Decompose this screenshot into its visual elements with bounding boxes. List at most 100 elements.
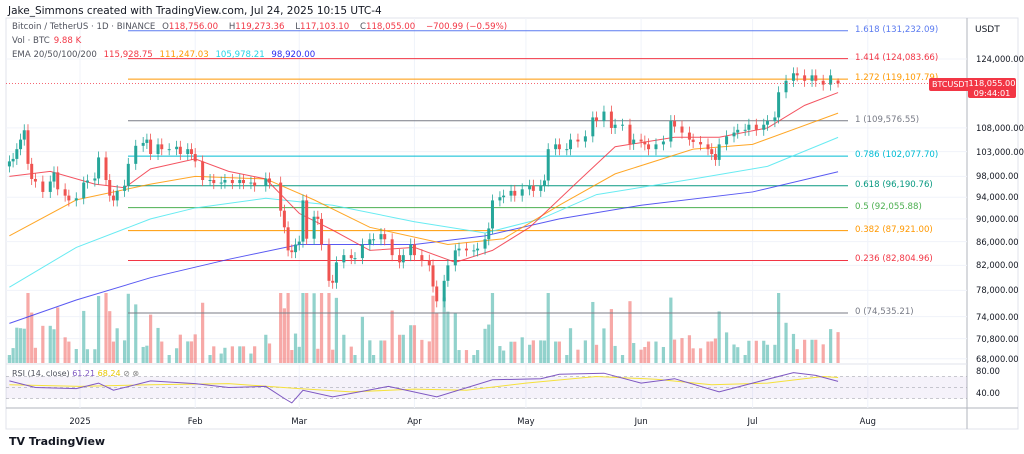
change-value: −700.99 (−0.59%): [425, 22, 508, 32]
volume-bar: [736, 347, 740, 363]
tv-logo-icon: 𝗧𝗩: [9, 435, 29, 448]
candle-body: [212, 179, 216, 184]
hide-icon[interactable]: ⊘ ⊗: [123, 369, 140, 378]
volume-bar: [368, 340, 372, 363]
candle-body: [754, 124, 758, 130]
rsi-legend[interactable]: RSI (14, close) 61.21 68.24 ⊘ ⊗: [12, 369, 139, 378]
candle-body: [810, 75, 814, 81]
candle-body: [398, 255, 402, 263]
candle-body: [390, 239, 394, 256]
volume-bar: [669, 297, 673, 363]
volume-bar: [15, 327, 19, 363]
volume-bar: [145, 345, 149, 363]
candle-body: [791, 73, 795, 81]
volume-bar: [435, 313, 439, 363]
price-tick-label: 78,000.00: [976, 285, 1019, 296]
volume-bar: [33, 347, 38, 363]
candle-body: [349, 255, 353, 259]
volume-bar: [762, 340, 766, 363]
price-tick-label: 98,000.00: [976, 171, 1019, 182]
volume-bar: [442, 297, 446, 363]
candle-body: [673, 121, 677, 127]
candle-body: [583, 136, 587, 142]
volume-bar: [178, 334, 182, 363]
volume-bar: [591, 301, 595, 363]
currency-label[interactable]: USDT: [975, 25, 1000, 35]
volume-bar: [93, 349, 97, 363]
candle-body: [565, 149, 569, 151]
candle-body: [268, 178, 272, 183]
candle-body: [457, 248, 461, 251]
candle-body: [379, 234, 383, 240]
candle-body: [464, 248, 468, 251]
candle-body: [85, 180, 89, 183]
candle-body: [331, 280, 335, 283]
volume-bar: [821, 344, 825, 363]
volume-bar: [609, 309, 613, 363]
candle-body: [104, 157, 108, 180]
rsi-value: 61.21: [72, 369, 96, 378]
volume-bar: [698, 348, 703, 363]
candle-body: [223, 179, 227, 183]
candle-body: [602, 111, 606, 122]
volume-bar: [111, 341, 116, 363]
volume-bar: [305, 293, 309, 363]
time-tick-label: Jul: [747, 416, 758, 426]
volume-bar: [22, 328, 26, 363]
volume-bar: [82, 310, 86, 363]
candle-body: [803, 75, 807, 81]
candle-body: [145, 139, 149, 143]
volume-bar: [420, 339, 424, 363]
volume-bar: [687, 335, 692, 363]
ema50-line: [9, 112, 839, 246]
volume-bar: [56, 307, 60, 363]
candle-body: [312, 216, 316, 239]
candle-body: [167, 149, 171, 151]
fib-label: 1.618 (131,232.09): [855, 24, 939, 35]
volume-bar: [342, 334, 346, 363]
volume-bar: [149, 314, 153, 363]
candle-body: [632, 139, 636, 144]
volume-bar: [632, 343, 636, 363]
price-tick-label: 86,000.00: [976, 236, 1019, 247]
volume-bar: [353, 355, 357, 363]
candle-body: [334, 262, 338, 283]
volume-bar: [628, 301, 632, 363]
candle-body: [383, 234, 387, 240]
volume-bar: [360, 316, 365, 363]
candle-body: [509, 190, 513, 196]
candle-body: [613, 124, 617, 128]
volume-value: 9.88 K: [53, 36, 82, 46]
volume-bar: [219, 353, 223, 363]
candle-body: [487, 228, 491, 240]
volume-bar: [334, 297, 339, 363]
candle-body: [160, 144, 164, 150]
volume-bar: [743, 355, 747, 363]
candle-body: [453, 250, 457, 266]
candle-body: [230, 179, 234, 184]
candle-body: [554, 144, 558, 150]
price-tick-label: 90,000.00: [976, 213, 1019, 224]
candle-body: [777, 92, 781, 118]
candle-body: [795, 73, 799, 76]
tradingview-logo[interactable]: 𝗧𝗩 TradingView: [9, 435, 106, 448]
candle-body: [717, 144, 721, 160]
candle-body: [706, 144, 710, 150]
volume-bar: [613, 345, 617, 363]
volume-bar: [186, 341, 190, 363]
price-tick-label: 108,000.00: [976, 122, 1024, 133]
volume-bar: [286, 293, 290, 363]
volume-bar: [212, 346, 216, 363]
fib-label: 1.272 (119,107.79): [855, 73, 939, 84]
candle-body: [7, 161, 11, 167]
symbol-name[interactable]: Bitcoin / TetherUS · 1D · BINANCE: [12, 22, 156, 32]
volume-bar: [810, 339, 814, 363]
volume-bar: [691, 348, 695, 363]
volume-bar: [476, 350, 480, 363]
candle-body: [513, 190, 517, 196]
ema50-value: 111,247.03: [159, 50, 209, 60]
candle-body: [647, 144, 651, 150]
candle-body: [472, 250, 476, 252]
volume-bar: [319, 293, 324, 363]
